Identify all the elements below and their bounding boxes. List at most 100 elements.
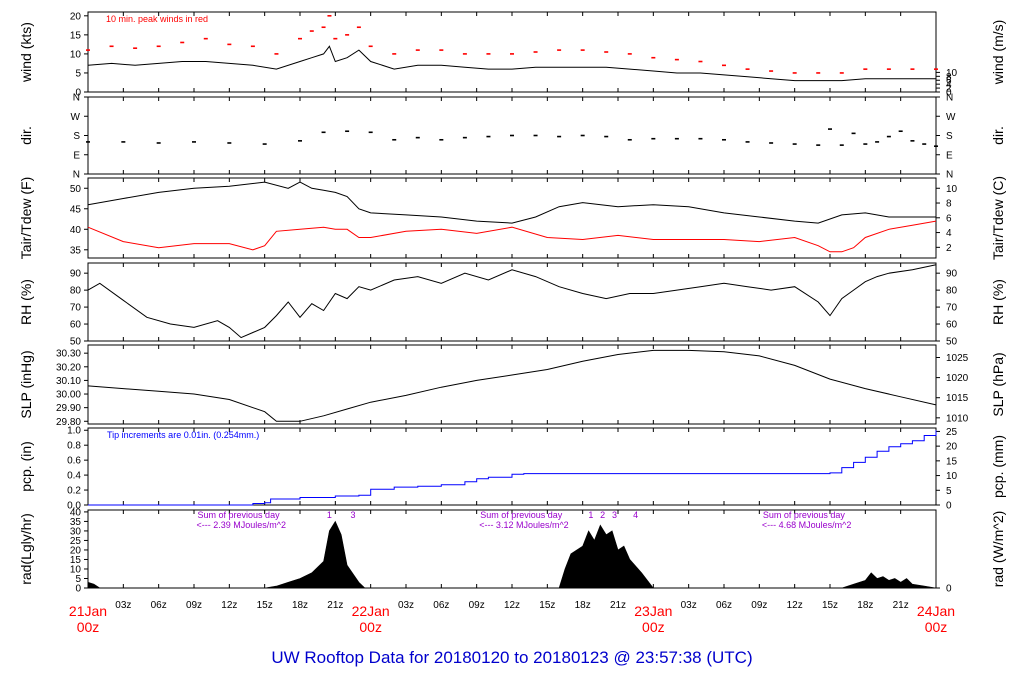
direction-point xyxy=(839,144,844,146)
right-axis-title: rad (W/m^2) xyxy=(990,511,1006,588)
direction-point xyxy=(345,130,350,133)
time-tick-label: 18z xyxy=(857,600,873,611)
right-tick-label: 60 xyxy=(946,320,958,331)
right-tick-label: 4 xyxy=(946,228,952,239)
left-tick-label: 0.6 xyxy=(67,456,81,467)
dir-tick-label: W xyxy=(71,112,81,123)
direction-point xyxy=(886,135,891,138)
direction-point xyxy=(486,135,491,138)
time-tick-label: 12z xyxy=(787,600,803,611)
left-axis-title: SLP (inHg) xyxy=(18,350,34,418)
right-tick-label: 1010 xyxy=(946,413,969,424)
gust-point xyxy=(651,56,656,59)
left-tick-label: 35 xyxy=(70,517,82,528)
daily-sum-note: Sum of previous day xyxy=(480,510,563,520)
direction-point xyxy=(875,141,880,143)
peak-marker: 4 xyxy=(633,510,638,520)
panel-frame xyxy=(87,344,937,425)
right-tick-label: 4 xyxy=(946,80,952,91)
right-tick-label: 20 xyxy=(946,442,958,453)
direction-point xyxy=(745,141,750,143)
left-tick-label: 0.4 xyxy=(67,471,81,482)
direction-point xyxy=(510,134,514,137)
gust-point xyxy=(462,53,467,55)
left-tick-label: 0.0 xyxy=(67,501,81,512)
gust-point xyxy=(722,64,726,67)
time-tick-label: 06z xyxy=(433,600,449,611)
daily-sum-note: <--- 3.12 MJoules/m^2 xyxy=(479,520,569,530)
time-tick-label: 09z xyxy=(751,600,767,611)
dir-tick-label: N xyxy=(946,170,953,181)
time-tick-label: 21z xyxy=(893,600,909,611)
direction-point xyxy=(368,131,373,134)
day-label-hour: 00z xyxy=(925,619,948,635)
right-axis-title: pcp. (mm) xyxy=(990,435,1006,498)
wind-speed-line xyxy=(87,45,936,82)
panel-temp: 35 40 45 50 2 4 6 8 10 Tair/Tdew (F) Tair/Tdew (C) xyxy=(18,176,1006,260)
gust-point xyxy=(415,49,420,51)
direction-point xyxy=(121,141,126,143)
panel-rad: 05101520253035400100200300400rad(Lgly/hr… xyxy=(18,507,1006,594)
direction-point xyxy=(922,143,927,145)
time-tick-label: 18z xyxy=(292,600,308,611)
right-tick-label: 80 xyxy=(946,286,958,297)
direction-point xyxy=(674,137,679,140)
direction-point xyxy=(722,138,726,141)
time-tick-label: 03z xyxy=(115,600,131,611)
left-tick-label: 29.80 xyxy=(56,417,81,428)
left-tick-label: 30 xyxy=(70,526,82,537)
direction-point xyxy=(298,140,302,142)
direction-point xyxy=(192,141,196,143)
day-label-hour: 00z xyxy=(77,619,100,635)
gust-point xyxy=(816,72,821,74)
left-tick-label: 20 xyxy=(70,11,82,22)
gust-point xyxy=(792,72,797,74)
day-label-hour: 00z xyxy=(642,619,665,635)
direction-point xyxy=(156,142,161,144)
peak-marker: 3 xyxy=(612,510,617,520)
time-tick-label: 03z xyxy=(681,600,697,611)
right-tick-label: 1025 xyxy=(946,353,969,364)
dir-tick-label: N xyxy=(946,93,953,104)
direction-point xyxy=(863,143,868,145)
direction-point xyxy=(557,135,562,138)
day-label: 23Jan xyxy=(634,603,672,619)
dir-tick-label: E xyxy=(946,150,953,161)
right-tick-label: 90 xyxy=(946,269,958,280)
right-tick-label: 0 xyxy=(946,501,952,512)
daily-sum-note: Sum of previous day xyxy=(198,510,281,520)
gust-point xyxy=(839,72,844,74)
panel-slp: 29.80 29.90 30.00 30.10 30.20 30.30 1010 1015 10… xyxy=(18,344,1006,428)
left-tick-label: 50 xyxy=(70,337,82,348)
peak-marker: 1 xyxy=(588,510,593,520)
right-tick-label: 15 xyxy=(946,456,958,467)
direction-point xyxy=(321,131,326,134)
left-axis-title: wind (kts) xyxy=(18,22,34,83)
daily-sum-note: Sum of previous day xyxy=(763,510,846,520)
direction-point xyxy=(627,138,632,141)
left-tick-label: 40 xyxy=(70,225,82,236)
right-tick-label: 0 xyxy=(946,88,952,99)
left-tick-label: 30.10 xyxy=(56,376,81,387)
gust-point xyxy=(298,37,302,40)
time-tick-label: 21z xyxy=(327,600,343,611)
gust-point xyxy=(886,68,891,70)
dir-tick-label: E xyxy=(73,150,80,161)
left-axis-title: Tair/Tdew (F) xyxy=(18,177,34,259)
gust-point xyxy=(674,58,679,61)
daily-sum-note: <--- 4.68 MJoules/m^2 xyxy=(762,520,852,530)
left-tick-label: 45 xyxy=(70,204,82,215)
radiation-area xyxy=(87,520,937,589)
time-tick-label: 09z xyxy=(186,600,202,611)
right-tick-label: 10 xyxy=(946,184,958,195)
gust-point xyxy=(627,53,632,55)
panel-pcp: 0.0 0.2 0.4 0.6 0.8 1.0 0 5 10 15 20 25 pcp. (in) pcp… xyxy=(18,426,1006,512)
gust-point xyxy=(910,68,915,70)
day-label: 22Jan xyxy=(352,603,390,619)
panel-frame xyxy=(87,262,937,342)
direction-point xyxy=(86,141,90,143)
gust-point xyxy=(368,45,373,48)
panel-rh: 50 60 70 80 90 50 60 70 80 90 RH (%) RH (%) xyxy=(18,262,1006,348)
left-tick-label: 5 xyxy=(75,574,81,585)
